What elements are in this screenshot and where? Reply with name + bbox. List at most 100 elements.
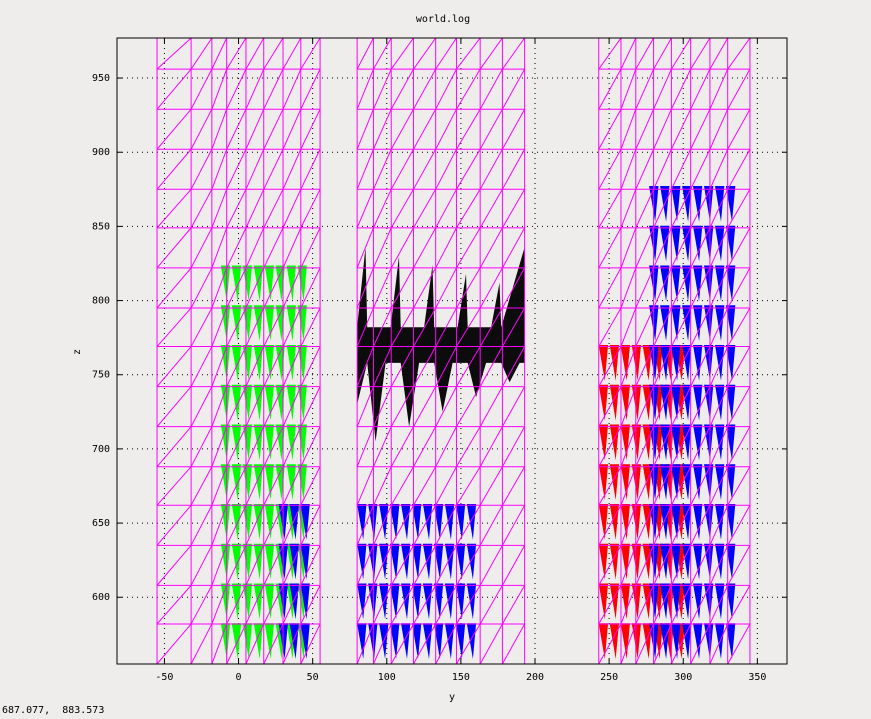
mesh-diagonal xyxy=(620,68,637,110)
mesh-diagonal xyxy=(156,68,192,110)
blue-triangle xyxy=(725,543,736,580)
black-sawtooth-region xyxy=(357,247,525,442)
blue-triangle xyxy=(693,384,703,421)
mesh-diagonal xyxy=(709,68,729,110)
mesh-diagonal xyxy=(653,505,672,546)
green-triangle xyxy=(253,623,263,659)
blue-triangle xyxy=(660,543,670,580)
red-triangle xyxy=(620,424,630,461)
mesh-diagonal xyxy=(245,227,265,269)
red-triangle xyxy=(631,424,641,461)
mesh-diagonal xyxy=(372,109,392,150)
mesh-diagonal xyxy=(356,38,374,70)
mesh-diagonal xyxy=(727,108,751,150)
mesh-diagonal xyxy=(156,38,192,70)
blue-triangle xyxy=(466,583,477,620)
mesh-diagonal xyxy=(690,623,711,664)
mesh-diagonal xyxy=(670,149,692,190)
mesh-diagonal xyxy=(190,346,213,387)
mesh-diagonal xyxy=(300,466,321,506)
blue-triangle xyxy=(289,623,299,659)
red-triangle xyxy=(620,464,630,500)
green-triangle xyxy=(242,424,252,461)
mesh-diagonal xyxy=(727,307,751,347)
mesh-diagonal xyxy=(190,38,213,70)
x-tick-label: 300 xyxy=(674,672,692,683)
y-tick-label: 600 xyxy=(92,592,110,603)
mesh-diagonal xyxy=(156,307,192,347)
mesh-diagonal xyxy=(670,623,692,664)
blue-triangle xyxy=(682,504,692,540)
blue-triangle xyxy=(289,583,299,620)
mesh-diagonal xyxy=(598,68,622,110)
blue-triangle xyxy=(715,345,725,381)
mesh-diagonal xyxy=(226,68,247,110)
mesh-diagonal xyxy=(501,346,526,387)
mesh-diagonal xyxy=(226,386,247,427)
blue-triangle xyxy=(300,623,310,659)
mesh-diagonal xyxy=(435,68,457,110)
mesh-diagonal xyxy=(727,189,751,229)
mesh-diagonal xyxy=(263,267,284,309)
mesh-diagonal xyxy=(709,38,729,70)
red-triangle xyxy=(598,345,609,381)
mesh-diagonal xyxy=(211,386,228,427)
mesh-diagonal xyxy=(413,426,437,467)
blue-triangle xyxy=(671,543,681,580)
mesh-diagonal xyxy=(413,149,437,190)
mesh-diagonal xyxy=(456,149,481,190)
mesh-diagonal xyxy=(282,346,302,387)
blue-triangle xyxy=(401,504,411,540)
mesh-diagonal xyxy=(435,227,457,269)
green-triangle xyxy=(220,305,231,341)
mesh-diagonal xyxy=(211,227,228,269)
y-tick-label: 900 xyxy=(92,147,110,158)
mesh-diagonal xyxy=(727,346,751,387)
red-triangle xyxy=(620,623,630,659)
mesh-diagonal xyxy=(598,426,622,467)
mesh-diagonal xyxy=(690,38,711,70)
mesh-diagonal xyxy=(263,545,284,586)
region-black xyxy=(357,247,525,442)
mesh-diagonal xyxy=(211,505,228,546)
blue-triangle xyxy=(725,583,736,620)
mesh-diagonal xyxy=(190,189,213,229)
blue-triangle xyxy=(466,504,477,540)
blue-triangle xyxy=(444,504,455,540)
mesh-diagonal xyxy=(413,189,437,229)
blue-triangle xyxy=(671,345,681,381)
mesh-diagonal xyxy=(245,149,265,190)
mesh-diagonal xyxy=(245,505,265,546)
mesh-diagonal xyxy=(598,585,622,625)
mesh-diagonal xyxy=(372,189,392,229)
blue-triangle xyxy=(693,504,703,540)
mesh-diagonal xyxy=(282,267,302,309)
green-triangle xyxy=(297,384,307,421)
mesh-diagonal xyxy=(670,68,692,110)
x-tick-label: 50 xyxy=(307,672,319,683)
mesh-diagonal xyxy=(413,68,437,110)
blue-triangle xyxy=(682,464,692,500)
green-triangle xyxy=(231,504,242,540)
mesh-diagonal xyxy=(190,545,213,586)
green-triangle xyxy=(220,424,231,461)
green-triangle xyxy=(264,265,274,302)
chart-title: world.log xyxy=(416,14,470,25)
mesh-diagonal xyxy=(211,426,228,467)
mesh-diagonal xyxy=(190,623,213,664)
red-triangle xyxy=(598,623,609,659)
red-triangle xyxy=(631,504,641,540)
mesh-diagonal xyxy=(211,267,228,309)
plot-frame xyxy=(116,37,788,665)
mesh-diagonal xyxy=(479,307,503,347)
mesh-diagonal xyxy=(709,623,729,664)
red-triangle xyxy=(609,464,619,500)
mesh-diagonal xyxy=(300,545,321,586)
mesh-diagonal xyxy=(226,189,247,229)
mesh-diagonal xyxy=(653,149,672,190)
mesh-diagonal xyxy=(372,346,392,387)
mesh-diagonal xyxy=(372,307,392,347)
mesh-diagonal xyxy=(390,386,414,427)
x-tick-label: 250 xyxy=(600,672,618,683)
